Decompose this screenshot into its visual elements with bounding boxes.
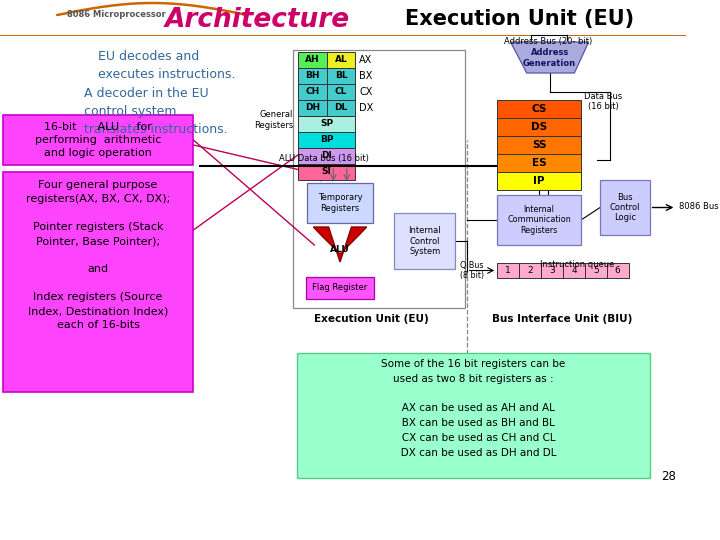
Bar [607,263,629,278]
Text: Execution Unit (EU): Execution Unit (EU) [405,9,634,29]
Bar [298,116,355,132]
Bar [563,263,585,278]
Text: DX: DX [359,103,374,113]
Bar [541,263,563,278]
Text: CX: CX [359,87,372,97]
Bar [298,84,327,100]
Bar [3,115,194,165]
Bar [293,50,465,308]
Text: DI: DI [321,152,332,160]
Bar [498,118,581,136]
Text: 2: 2 [527,266,533,275]
Text: 28: 28 [662,470,676,483]
Text: DL: DL [334,104,348,112]
Text: BL: BL [335,71,347,80]
Text: IP: IP [534,176,545,186]
Bar [498,263,519,278]
Polygon shape [313,227,366,262]
Text: 8086 Microprocessor: 8086 Microprocessor [67,10,166,19]
Bar [498,195,581,245]
Bar [498,100,581,118]
Bar [327,84,355,100]
Text: Some of the 16 bit registers can be
used as two 8 bit registers as :

   AX can : Some of the 16 bit registers can be used… [382,359,565,458]
Text: Bus
Control
Logic: Bus Control Logic [610,193,640,222]
Text: DS: DS [531,122,547,132]
Text: DH: DH [305,104,320,112]
Text: SI: SI [322,167,332,177]
Bar [498,172,581,190]
Text: Data Bus
(16 bit): Data Bus (16 bit) [584,92,622,111]
FancyBboxPatch shape [395,213,455,269]
Text: BX: BX [359,71,372,81]
Text: AH: AH [305,56,320,64]
Bar [519,263,541,278]
Text: Address Bus (20- bit): Address Bus (20- bit) [503,37,592,46]
Text: EU decodes and
executes instructions.: EU decodes and executes instructions. [98,50,235,81]
Text: CS: CS [531,104,546,114]
Text: Execution Unit (EU): Execution Unit (EU) [314,314,429,324]
Text: CH: CH [305,87,320,97]
Text: BH: BH [305,71,320,80]
Bar [327,100,355,116]
Bar [498,154,581,172]
Text: Bus Interface Unit (BIU): Bus Interface Unit (BIU) [492,314,632,324]
Text: 8086 Bus: 8086 Bus [679,202,719,211]
Text: Address
Generation: Address Generation [523,48,576,68]
Text: ALU: ALU [330,246,350,254]
FancyBboxPatch shape [307,183,374,223]
Text: Flag Register: Flag Register [312,284,368,293]
Bar [600,180,649,235]
Text: General
Registers: General Registers [254,110,293,130]
Text: Instruction queue: Instruction queue [540,260,614,269]
Polygon shape [510,42,589,73]
Text: 5: 5 [593,266,598,275]
Bar [298,68,327,84]
Text: ES: ES [532,158,546,168]
Text: 4: 4 [571,266,577,275]
Text: 1: 1 [505,266,511,275]
Text: Q Bus
(8 bit): Q Bus (8 bit) [460,261,484,280]
Text: AX: AX [359,55,372,65]
Bar [297,353,649,478]
Text: BP: BP [320,136,333,145]
Text: SS: SS [532,140,546,150]
Text: ALU Data bus (16 bit): ALU Data bus (16 bit) [279,154,369,163]
Bar [327,68,355,84]
Bar [298,100,327,116]
Bar [298,148,355,164]
Text: SP: SP [320,119,333,129]
Text: 6: 6 [615,266,621,275]
Bar [498,136,581,154]
Text: Architecture: Architecture [165,7,350,33]
FancyBboxPatch shape [306,277,374,299]
Text: CL: CL [335,87,347,97]
Text: A decoder in the EU
control system
translates instructions.: A decoder in the EU control system trans… [84,87,228,136]
Text: 3: 3 [549,266,555,275]
Text: Temporary
Registers: Temporary Registers [318,193,362,213]
Bar [3,172,194,392]
Text: Internal
Communication
Registers: Internal Communication Registers [507,205,571,235]
Bar [298,52,327,68]
Bar [585,263,607,278]
Text: AL: AL [335,56,347,64]
Text: Internal
Control
System: Internal Control System [408,226,441,256]
Bar [298,132,355,148]
Text: Four general purpose
registers(AX, BX, CX, DX);

Pointer registers (Stack
Pointe: Four general purpose registers(AX, BX, C… [26,180,170,330]
Bar [298,164,355,180]
Text: 16-bit      ALU     for
performing  arithmetic
and logic operation: 16-bit ALU for performing arithmetic and… [35,122,161,158]
Bar [327,52,355,68]
